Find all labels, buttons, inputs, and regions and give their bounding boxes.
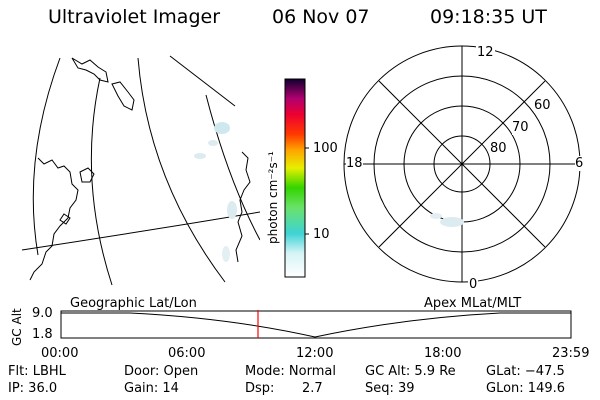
altitude-curve	[61, 312, 571, 338]
gain-readout: Gain: 14	[124, 381, 179, 396]
polar-label-6: 6	[575, 156, 584, 171]
polar-diagonal	[378, 80, 546, 248]
color-scale-bar	[284, 78, 309, 278]
map-meridian	[90, 77, 113, 286]
coastline	[79, 167, 95, 183]
time-label: 09:18:35 UT	[430, 6, 547, 28]
coastline	[235, 151, 251, 263]
polar-label-80: 80	[490, 141, 507, 156]
geographic-lon-readout: GLon: 149.6	[486, 381, 566, 396]
mode-readout: Mode: Normal	[245, 364, 336, 379]
colorbar-tick-100: 100	[313, 141, 338, 156]
orbit-altitude-timeline	[60, 310, 572, 339]
filter-readout: Flt: LBHL	[8, 364, 66, 379]
map-latitude-arc	[169, 55, 236, 107]
auroral-patch	[214, 122, 230, 134]
gc-altitude-readout: GC Alt: 5.9 Re	[365, 364, 456, 379]
timeline-tick-2359: 23:59	[552, 346, 590, 361]
timeline-tick-1800: 18:00	[424, 346, 462, 361]
polar-label-12: 12	[476, 45, 495, 60]
auroral-patch	[227, 201, 237, 219]
colorbar-unit-label: photon cm⁻²s⁻¹	[266, 151, 280, 244]
geographic-panel-title: Geographic Lat/Lon	[70, 296, 197, 311]
timeline-y-bottom: 1.8	[32, 327, 53, 342]
coastline	[71, 57, 109, 83]
map-meridian	[205, 94, 260, 241]
sequence-readout: Seq: 39	[365, 381, 415, 396]
dsp-label: Dsp:	[245, 381, 275, 396]
auroral-patch	[430, 213, 442, 219]
instrument-title: Ultraviolet Imager	[48, 6, 221, 28]
timeline-y-top: 9.0	[32, 306, 53, 321]
ip-readout: IP: 36.0	[8, 381, 58, 396]
polar-label-70: 70	[512, 120, 529, 135]
date-label: 06 Nov 07	[272, 6, 370, 28]
coastline	[111, 81, 135, 111]
map-latitude-arc	[21, 211, 260, 251]
dsp-value: 2.7	[302, 381, 323, 396]
map-meridian	[32, 57, 61, 256]
map-meridian	[137, 57, 226, 283]
coastline	[29, 157, 79, 281]
polar-mlat-plot	[343, 45, 581, 283]
auroral-patch	[194, 153, 206, 159]
timeline-axis-title: GC Alt	[10, 308, 24, 346]
auroral-patch	[208, 140, 218, 146]
timeline-tick-1200: 12:00	[296, 346, 334, 361]
door-readout: Door: Open	[124, 364, 199, 379]
geographic-lat-readout: GLat: −47.5	[486, 364, 565, 379]
timeline-tick-0000: 00:00	[41, 346, 79, 361]
apex-panel-title: Apex MLat/MLT	[424, 296, 522, 311]
auroral-patch	[222, 246, 230, 262]
timeline-tick-0600: 06:00	[168, 346, 206, 361]
geographic-map	[21, 55, 260, 286]
coastline	[59, 213, 71, 225]
auroral-patch	[440, 217, 464, 227]
polar-label-60: 60	[534, 98, 551, 113]
polar-label-18: 18	[346, 156, 363, 171]
colorbar-tick-10: 10	[313, 227, 330, 242]
polar-label-0: 0	[468, 277, 479, 292]
